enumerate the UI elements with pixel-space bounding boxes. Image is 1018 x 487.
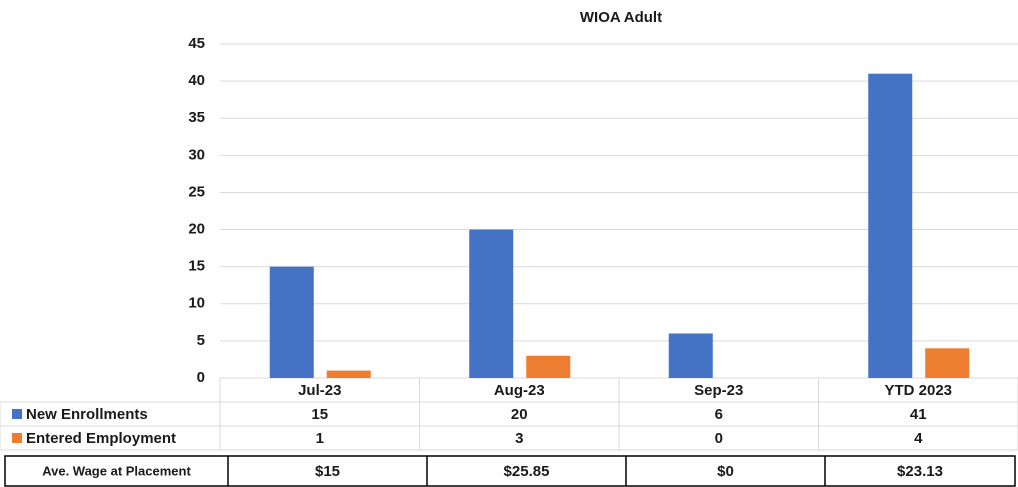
wage-value: $23.13 — [897, 463, 943, 480]
legend-swatch — [12, 433, 22, 443]
x-tick-label: YTD 2023 — [884, 382, 952, 399]
bar — [868, 73, 913, 378]
x-tick-label: Aug-23 — [494, 382, 545, 399]
chart-title: WIOA Adult — [580, 9, 662, 26]
table-value: 20 — [511, 406, 528, 423]
bar — [925, 348, 970, 378]
table-value: 4 — [914, 430, 923, 447]
table-value: 1 — [316, 430, 324, 447]
legend-label: New Enrollments — [26, 406, 148, 423]
y-tick-label: 10 — [188, 295, 205, 312]
y-tick-label: 35 — [188, 109, 205, 126]
table-value: 6 — [715, 406, 723, 423]
wage-label: Ave. Wage at Placement — [42, 463, 191, 478]
wage-value: $25.85 — [504, 463, 550, 480]
x-tick-label: Jul-23 — [298, 382, 341, 399]
y-tick-label: 20 — [188, 221, 205, 238]
table-value: 0 — [715, 430, 723, 447]
y-tick-label: 15 — [188, 258, 205, 275]
y-tick-label: 45 — [188, 35, 205, 52]
table-value: 41 — [910, 406, 927, 423]
bar — [526, 355, 571, 378]
bar — [668, 333, 713, 378]
y-tick-label: 5 — [197, 332, 205, 349]
bar — [269, 266, 314, 378]
wage-value: $15 — [315, 463, 340, 480]
bar — [469, 229, 514, 378]
bar — [326, 370, 371, 378]
wage-table-border — [4, 455, 1016, 487]
y-tick-label: 0 — [197, 369, 205, 386]
legend-swatch — [12, 409, 22, 419]
y-tick-label: 40 — [188, 72, 205, 89]
y-tick-label: 30 — [188, 146, 205, 163]
wage-value: $0 — [717, 463, 734, 480]
y-tick-label: 25 — [188, 183, 205, 200]
table-value: 15 — [311, 406, 328, 423]
legend-label: Entered Employment — [26, 430, 176, 447]
x-tick-label: Sep-23 — [694, 382, 743, 399]
table-value: 3 — [515, 430, 523, 447]
